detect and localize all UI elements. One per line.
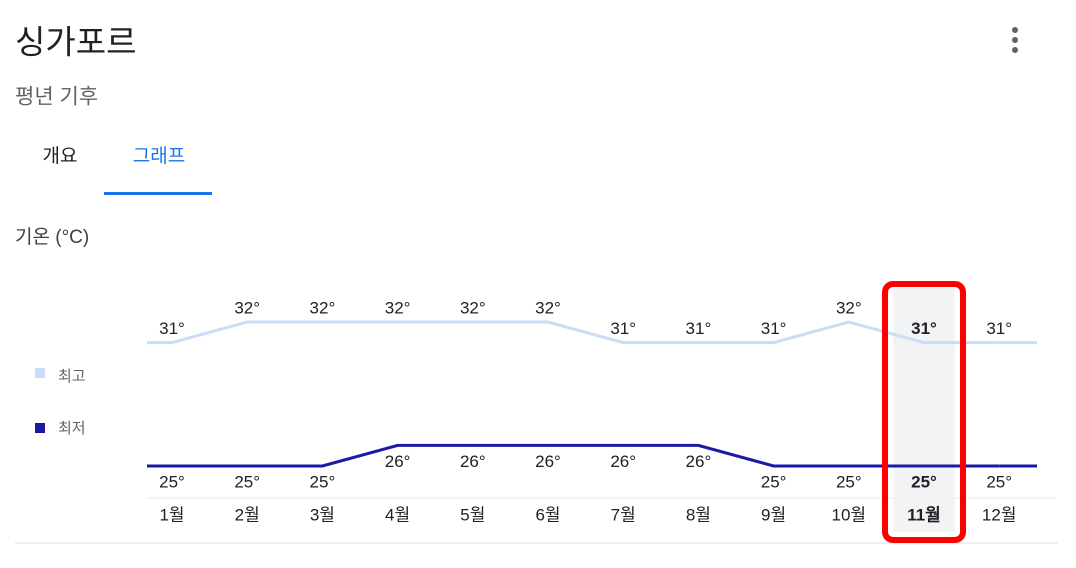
tab[interactable]: 개요 [43, 145, 78, 167]
menu-button[interactable] [1012, 27, 1018, 53]
value-label: 26° [610, 452, 636, 471]
x-tick-label: 12월 [982, 505, 1017, 524]
value-label: 25° [234, 472, 260, 491]
value-label: 32° [535, 298, 561, 317]
tab-indicator [104, 192, 212, 195]
x-tick-label: 2월 [235, 505, 260, 524]
selected-column [893, 288, 955, 532]
value-label: 31° [159, 319, 185, 338]
chart: 최고 31° 32° 32° 32° 32° 32° 31° 31° 31° 32° 31° 31° 최저… [35, 281, 1037, 543]
value-label: 25° [986, 472, 1012, 491]
value-label: 26° [460, 452, 486, 471]
value-label: 32° [836, 298, 862, 317]
value-label: 32° [234, 298, 260, 317]
selection-outline [882, 281, 966, 543]
value-label: 25° [911, 472, 937, 491]
x-tick-label: 1월 [159, 505, 184, 524]
x-tick-label: 7월 [611, 505, 636, 524]
x-tick-label: 11월 [907, 505, 941, 524]
value-label: 31° [986, 319, 1012, 338]
chart-title: 기온 (°C) [15, 226, 89, 248]
x-tick-label: 10월 [832, 505, 867, 524]
legend-label: 최고 [58, 368, 86, 385]
value-label: 25° [761, 472, 787, 491]
value-label: 31° [686, 319, 712, 338]
value-label: 32° [460, 298, 486, 317]
value-label: 25° [836, 472, 862, 491]
value-label: 26° [535, 452, 561, 471]
value-label: 25° [310, 472, 336, 491]
legend-label: 최저 [58, 420, 86, 437]
value-label: 32° [385, 298, 411, 317]
value-label: 31° [911, 319, 937, 338]
dot [1012, 27, 1018, 33]
dot [1012, 47, 1018, 53]
x-tick-label: 3월 [310, 505, 335, 524]
tab-active[interactable]: 그래프 [133, 145, 185, 167]
value-label: 31° [761, 319, 787, 338]
line [172, 443, 1000, 468]
legend-swatch [35, 368, 45, 378]
value-label: 26° [385, 452, 411, 471]
x-tick-label: 8월 [686, 505, 711, 524]
x-tick-label: 6월 [535, 505, 560, 524]
x-tick-label: 4월 [385, 505, 410, 524]
value-label: 32° [310, 298, 336, 317]
dot [1012, 37, 1018, 43]
x-tick-label: 5월 [460, 505, 485, 524]
value-label: 26° [686, 452, 712, 471]
line [171, 320, 1000, 345]
value-label: 25° [159, 472, 185, 491]
title: 싱가포르 [15, 24, 136, 61]
x-tick-label: 9월 [761, 505, 786, 524]
value-label: 31° [610, 319, 636, 338]
legend-swatch [35, 423, 45, 433]
subtitle: 평년 기후 [15, 86, 98, 109]
